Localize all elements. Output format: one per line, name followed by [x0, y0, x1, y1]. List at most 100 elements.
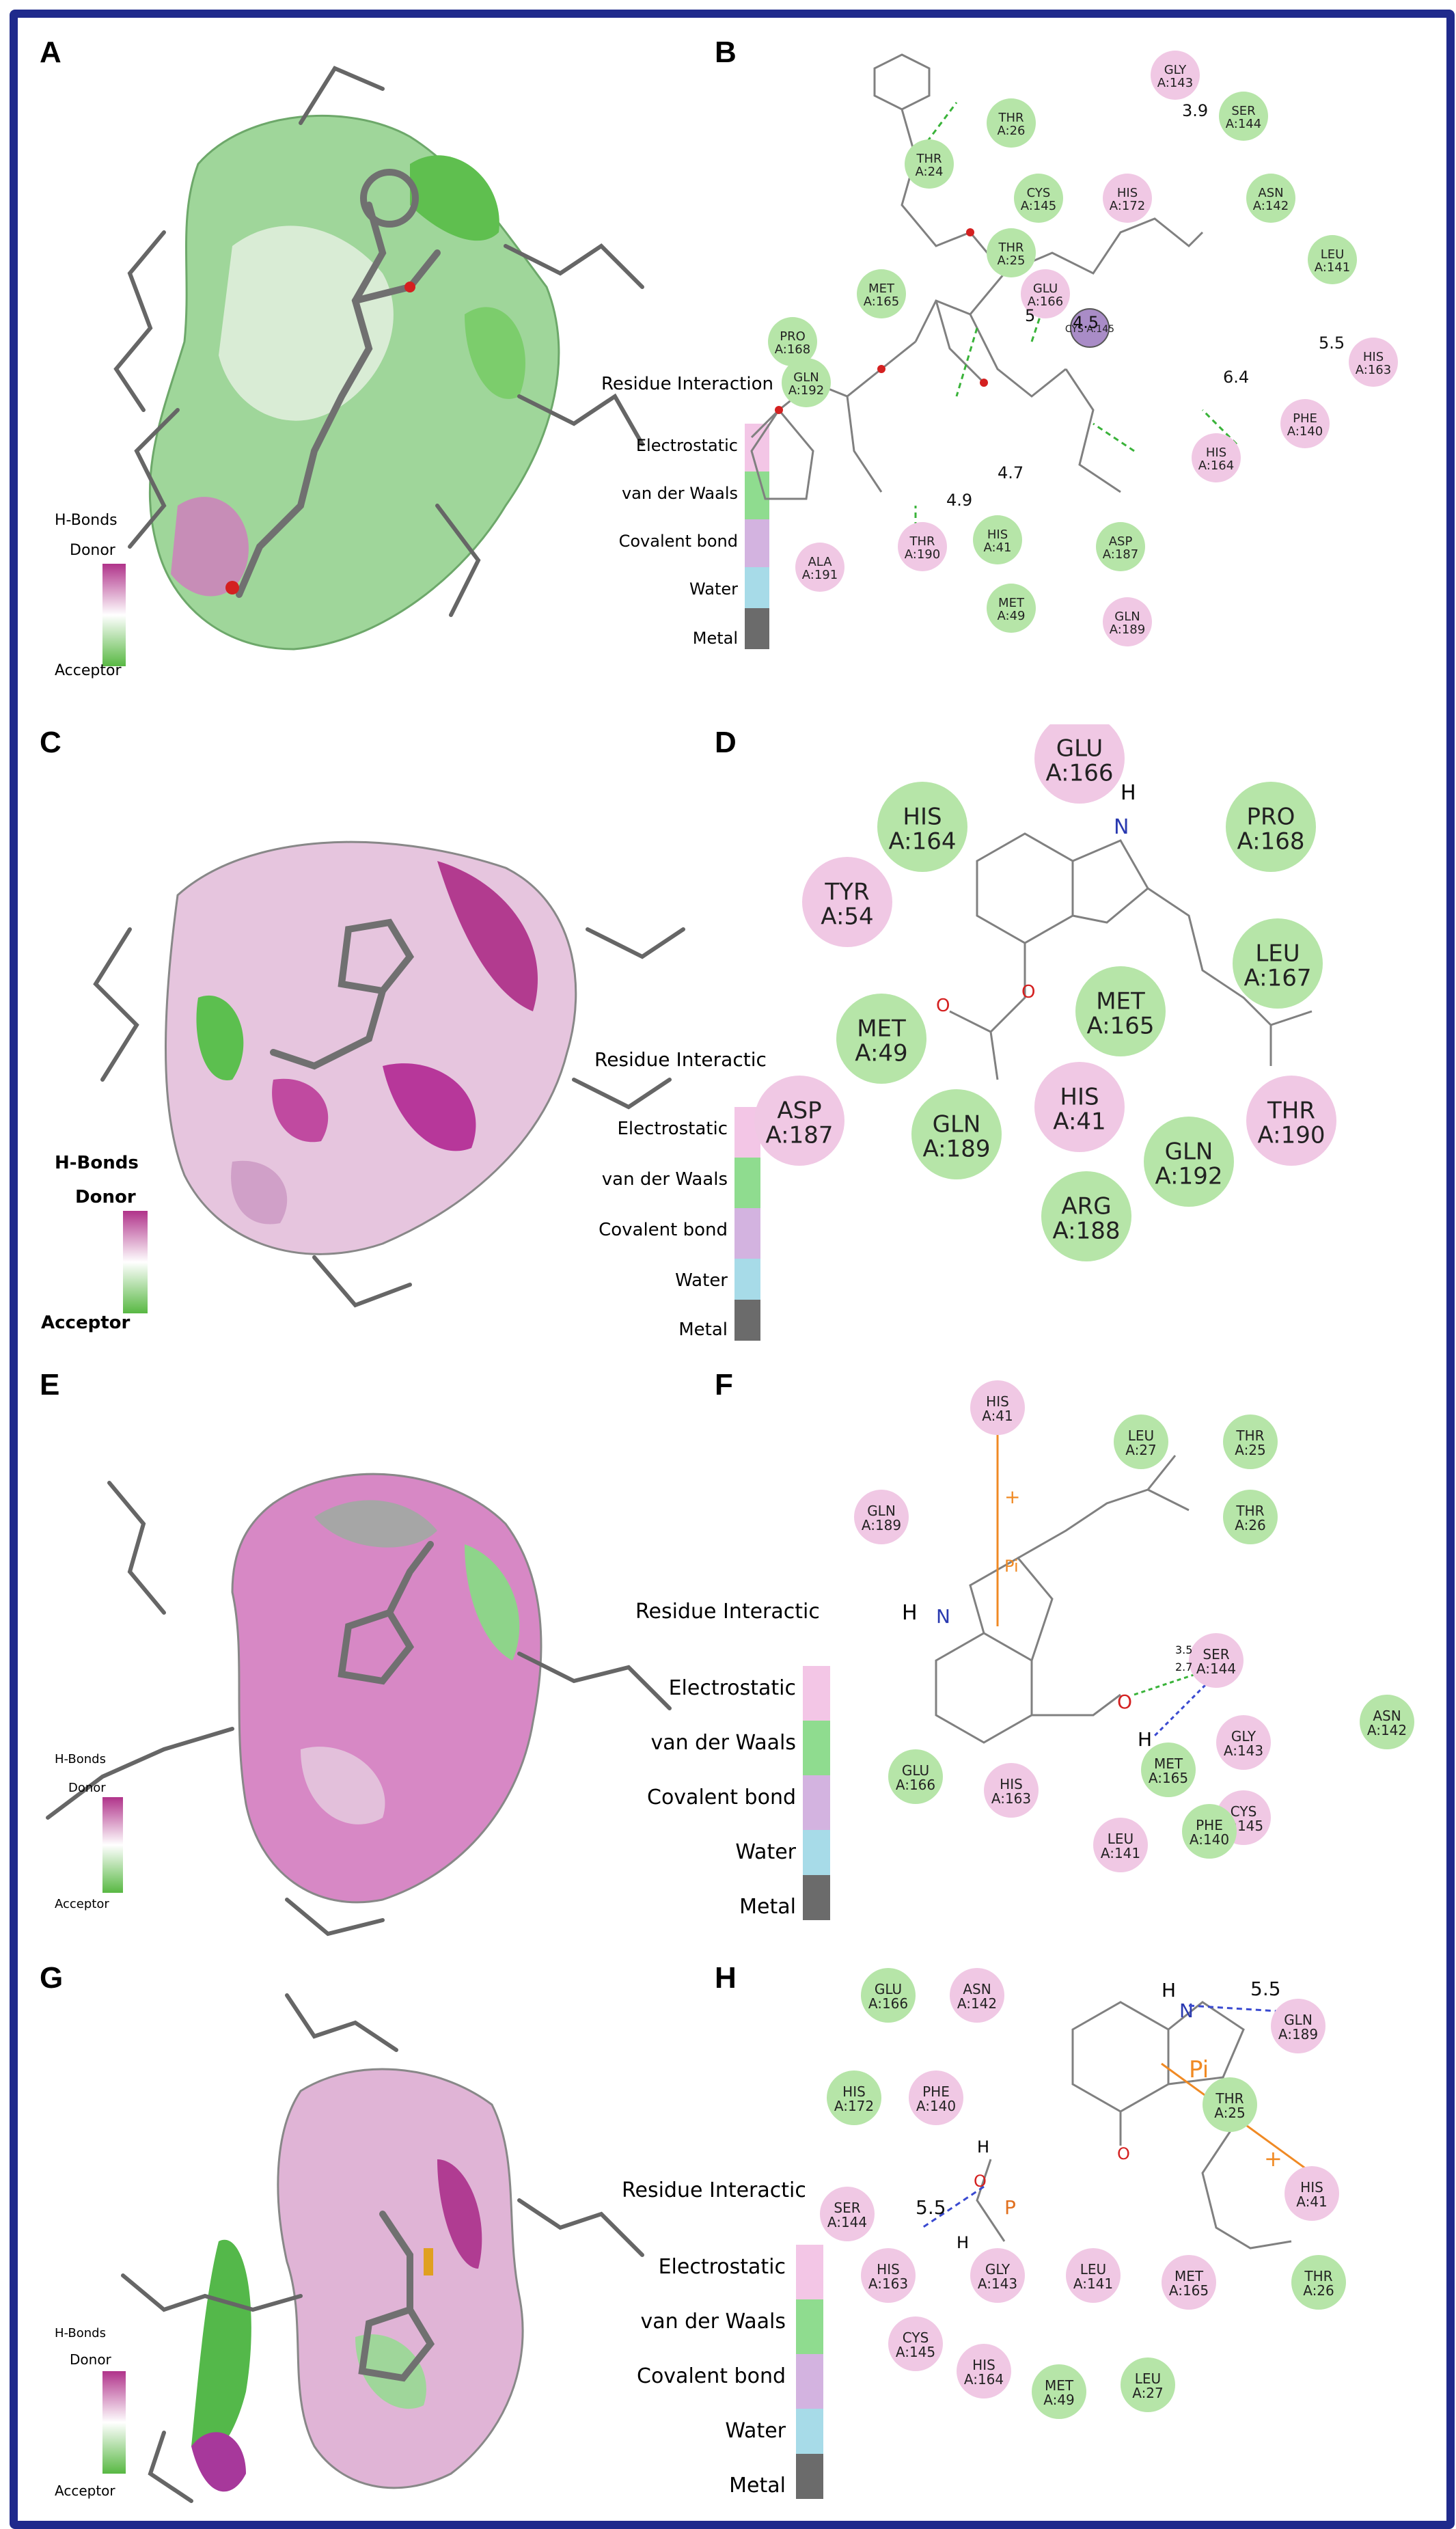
legend-ef-water: Water: [735, 1840, 796, 1864]
residue-name: THR: [1235, 1427, 1264, 1444]
panel-f-o-atom: O: [1117, 1691, 1132, 1713]
residue-number: A:165: [864, 295, 899, 309]
panel-a-hbonds-donor: Donor: [70, 542, 116, 559]
panel-f-plus: +: [1004, 1486, 1020, 1508]
residue-number: A:189: [922, 1135, 990, 1162]
residue-number: A:41: [1296, 2193, 1328, 2210]
legend-ef-title: Residue Interactic: [635, 1600, 820, 1624]
legend-gh-covalent: Covalent bond: [637, 2364, 786, 2388]
panel-d-n-atom: N: [1114, 815, 1129, 839]
residue-name: GLU: [875, 1981, 902, 1997]
panel-e-hbonds-acceptor: Acceptor: [55, 1897, 109, 1911]
legend-ab-swatch: [745, 424, 769, 649]
panel-f-n-atom: N: [936, 1605, 950, 1628]
residue-group-h: GLUA:166ASNA:142GLNA:189HISA:172PHEA:140…: [820, 1968, 1346, 2419]
residue-name: CYS: [903, 2329, 929, 2346]
panel-label-e: E: [40, 1368, 60, 1402]
legend-gh-electrostatic: Electrostatic: [659, 2255, 786, 2279]
residue-name: GLU: [1056, 735, 1103, 763]
panel-d-o-atom-2: O: [936, 996, 950, 1016]
residue-name: HIS: [1000, 1776, 1023, 1792]
residue-number: A:165: [1169, 2282, 1209, 2299]
residue-name: PHE: [1293, 411, 1317, 426]
panel-h-plus: +: [1264, 2146, 1282, 2172]
legend-ab: Residue Interaction Electrostatic van de…: [601, 374, 773, 649]
legend-cd-electrostatic: Electrostatic: [617, 1119, 728, 1139]
residue-name: LEU: [1108, 1831, 1134, 1847]
residue-name: MET: [1154, 1755, 1183, 1772]
residue-number: A:166: [896, 1777, 935, 1793]
panel-c-hbonds-title: H-Bonds: [55, 1153, 139, 1173]
panel-e-surface: H-Bonds Donor Acceptor: [46, 1473, 672, 1937]
residue-group-d: GLUA:166HISA:164PROA:168TYRA:54LEUA:167M…: [754, 724, 1336, 1261]
panel-label-d: D: [715, 726, 737, 759]
residue-name: GLY: [1164, 63, 1187, 77]
legend-ef-metal: Metal: [739, 1895, 796, 1919]
distance-label: 5.5: [916, 2196, 946, 2219]
residue-number: A:192: [1155, 1162, 1222, 1190]
residue-name: SER: [1231, 104, 1255, 118]
panel-f-h2-atom: H: [1138, 1728, 1152, 1751]
panel-h-pi: Pi: [1189, 2056, 1209, 2083]
residue-name: PRO: [1247, 804, 1295, 831]
residue-number: A:142: [957, 1995, 997, 2012]
residue-number: A:141: [1073, 2275, 1113, 2292]
legend-ab-title: Residue Interaction: [601, 374, 773, 394]
legend-cd-title: Residue Interactic: [594, 1048, 767, 1071]
panel-f-diagram: + Pi H N O H HISA:41LEUA:27THRA:25GLNA:1…: [854, 1380, 1414, 1872]
panel-c-hbond-gradient: [123, 1211, 148, 1313]
residue-number: A:25: [1235, 1442, 1266, 1458]
residue-number: A:191: [802, 568, 838, 582]
residue-name: GLU: [1033, 282, 1058, 296]
legend-ef-swatch: [803, 1666, 830, 1920]
residue-number: A:26: [1303, 2282, 1334, 2299]
legend-gh-water: Water: [725, 2419, 786, 2443]
residue-name: MET: [1175, 2268, 1204, 2284]
residue-number: A:187: [765, 1121, 833, 1149]
distance-label: 5: [1025, 306, 1035, 325]
residue-number: A:189: [1110, 623, 1145, 637]
residue-name: HIS: [842, 2083, 866, 2100]
residue-number: A:164: [888, 828, 956, 855]
distance-label: 4.5: [1073, 313, 1099, 332]
residue-number: A:164: [1198, 459, 1234, 473]
residue-number: A:24: [916, 165, 944, 179]
distance-label: 4.9: [946, 491, 972, 510]
legend-cd-covalent: Covalent bond: [599, 1220, 728, 1240]
legend-ab-electrostatic: Electrostatic: [636, 436, 738, 455]
residue-number: A:167: [1244, 964, 1311, 992]
residue-name: HIS: [972, 2357, 995, 2373]
residue-number: A:41: [1053, 1108, 1105, 1135]
distance-group-b: 3.9 4.5 5 5.5 6.4 4.9 4.7: [946, 101, 1345, 510]
residue-number: A:192: [788, 383, 824, 398]
residue-name: PHE: [1196, 1817, 1223, 1833]
panel-d-diagram: N H O O GLUA:166HISA:164PROA:168TYRA:54L…: [754, 724, 1336, 1261]
panel-c-hbonds-donor: Donor: [75, 1187, 136, 1207]
residue-group-f: HISA:41LEUA:27THRA:25GLNA:189THRA:26SERA…: [854, 1380, 1414, 1872]
residue-number: A:166: [1045, 759, 1113, 787]
residue-name: GLN: [1114, 610, 1140, 624]
residue-number: A:190: [905, 547, 940, 562]
residue-name: GLY: [985, 2261, 1011, 2278]
residue-number: A:189: [862, 1517, 901, 1533]
